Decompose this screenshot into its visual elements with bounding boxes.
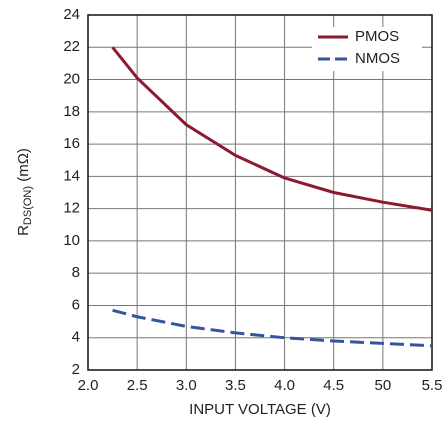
- y-label-main: R: [15, 225, 32, 236]
- y-label-unit: (mΩ): [15, 148, 32, 186]
- x-axis-label: INPUT VOLTAGE (V): [189, 401, 331, 418]
- x-tick-label: 3.0: [176, 377, 197, 394]
- y-tick-label: 10: [63, 232, 80, 249]
- y-tick-label: 20: [63, 71, 80, 88]
- y-axis-label: RDS(ON) (mΩ): [15, 148, 34, 236]
- plot-border: [87, 14, 433, 371]
- y-tick-label: 22: [63, 38, 80, 55]
- legend-box: [312, 27, 422, 71]
- x-tick-label: 3.5: [225, 377, 246, 394]
- legend-label: NMOS: [355, 50, 400, 67]
- y-tick-label: 18: [63, 103, 80, 120]
- y-tick-label: 24: [63, 6, 80, 23]
- series-line: [111, 46, 433, 212]
- y-label-sub: DS(ON): [22, 186, 34, 225]
- x-tick-label: 2.5: [127, 377, 148, 394]
- y-tick-label: 4: [72, 329, 80, 346]
- legend-label: PMOS: [355, 28, 399, 45]
- y-tick-label: 6: [72, 296, 80, 313]
- y-tick-label: 8: [72, 264, 80, 281]
- x-tick-label: 2.0: [78, 377, 99, 394]
- y-tick-label: 16: [63, 135, 80, 152]
- y-tick-label: 12: [63, 200, 80, 217]
- x-tick-label: 50: [375, 377, 392, 394]
- x-tick-label: 4.0: [274, 377, 295, 394]
- y-tick-label: 14: [63, 167, 80, 184]
- x-tick-label: 4.5: [323, 377, 344, 394]
- series-line: [112, 308, 433, 348]
- x-tick-label: 5.5: [422, 377, 443, 394]
- y-tick-label: 2: [72, 361, 80, 378]
